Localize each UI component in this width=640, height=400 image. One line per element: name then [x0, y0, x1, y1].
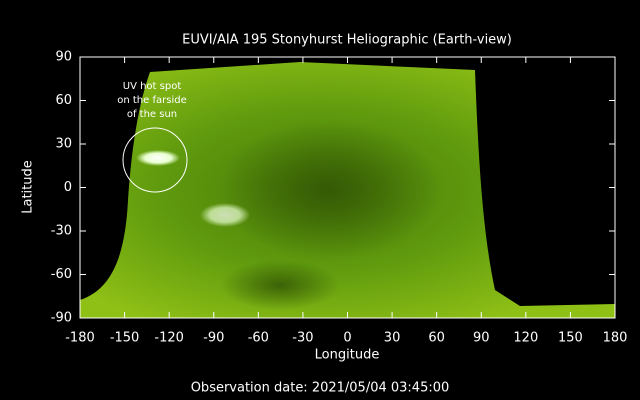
y-tick-label: -60: [51, 267, 72, 282]
x-tick-label: 90: [473, 331, 490, 346]
annotation: on the farside: [117, 95, 186, 106]
x-tick-label: -60: [248, 331, 269, 346]
x-tick-label: 120: [513, 331, 538, 346]
x-tick-label: 60: [428, 331, 445, 346]
x-tick-label: 0: [343, 331, 351, 346]
y-tick-label: 60: [55, 93, 72, 108]
x-tick-label: -30: [292, 331, 313, 346]
y-tick-label: 90: [55, 50, 72, 65]
y-tick-label: -30: [51, 224, 72, 239]
x-tick-label: 150: [558, 331, 583, 346]
x-tick-label: -90: [203, 331, 224, 346]
chart-title: EUVI/AIA 195 Stonyhurst Heliographic (Ea…: [182, 33, 512, 48]
x-tick-label: 180: [603, 331, 628, 346]
annotation: UV hot spot: [123, 81, 182, 92]
y-tick-label: 30: [55, 137, 72, 152]
x-tick-label: -120: [154, 331, 184, 346]
y-tick-label: 0: [64, 180, 72, 195]
footer: Observation date: 2021/05/04 03:45:00: [191, 381, 450, 396]
x-axis-label: Longitude: [315, 348, 380, 363]
sun-map: [80, 62, 615, 318]
annotation-circle: [122, 127, 188, 193]
x-tick-label: -150: [110, 331, 140, 346]
y-axis-label: Latitude: [21, 160, 36, 214]
x-tick-label: -180: [65, 331, 95, 346]
annotation: of the sun: [127, 109, 177, 120]
x-tick-label: 30: [384, 331, 401, 346]
y-tick-label: -90: [51, 311, 72, 326]
